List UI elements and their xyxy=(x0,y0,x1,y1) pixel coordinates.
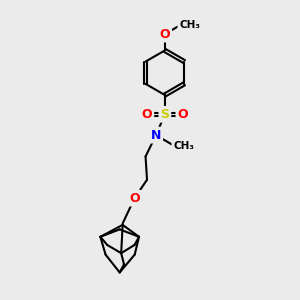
Text: O: O xyxy=(142,108,152,121)
Text: CH₃: CH₃ xyxy=(179,20,200,30)
Text: N: N xyxy=(151,129,161,142)
Text: O: O xyxy=(160,28,170,40)
Text: O: O xyxy=(129,192,140,205)
Text: O: O xyxy=(177,108,188,121)
Text: S: S xyxy=(160,108,169,121)
Text: CH₃: CH₃ xyxy=(173,141,194,152)
